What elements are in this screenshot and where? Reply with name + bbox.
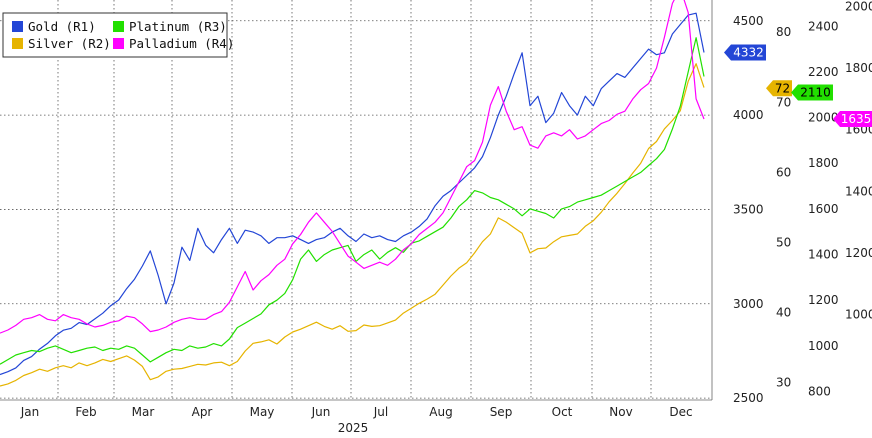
- axis-tick-label-r3: 2400: [808, 19, 839, 33]
- legend-label-gold: Gold (R1): [28, 19, 96, 34]
- axis-tick-label-r1: 4500: [733, 14, 764, 28]
- x-tick-label-dec: Dec: [669, 405, 692, 419]
- x-tick-label-oct: Oct: [552, 405, 573, 419]
- axis-tick-label-r4: 1400: [845, 184, 872, 198]
- legend-label-silver: Silver (R2): [28, 36, 111, 51]
- axis-tick-label-r1: 4000: [733, 108, 764, 122]
- last-value-text-palladium: 1635: [841, 112, 872, 126]
- axis-tick-label-r1: 3000: [733, 297, 764, 311]
- x-tick-label-jul: Jul: [373, 405, 388, 419]
- series-line-silver: [0, 63, 705, 387]
- last-value-text-platinum: 2110: [800, 85, 831, 99]
- series-lines: [0, 0, 705, 387]
- axis-tick-label-r2: 30: [776, 375, 791, 389]
- x-axis: Jan Feb Mar Apr May Jun Jul Aug Sep Oct Nov Dec: [20, 405, 693, 419]
- last-value-tags: 4332 72 2110 1635: [724, 44, 872, 127]
- series-line-platinum: [0, 37, 705, 365]
- legend-swatch-platinum: [113, 21, 124, 32]
- legend-label-palladium: Palladium (R4): [129, 36, 234, 51]
- x-tick-label-apr: Apr: [192, 405, 213, 419]
- x-tick-label-sep: Sep: [490, 405, 513, 419]
- x-axis-year-label: 2025: [338, 421, 369, 435]
- axis-tick-label-r2: 70: [776, 95, 791, 109]
- last-value-tag-gold: [724, 44, 766, 61]
- x-tick-label-may: May: [250, 405, 275, 419]
- axis-tick-label-r3: 800: [808, 385, 831, 399]
- axis-tick-label-r3: 1600: [808, 202, 839, 216]
- axis-tick-label-r3: 1000: [808, 339, 839, 353]
- axis-tick-label-r3: 2200: [808, 65, 839, 79]
- axis-tick-label-r2: 50: [776, 235, 791, 249]
- axis-tick-label-r4: 1000: [845, 308, 872, 322]
- x-tick-label-jun: Jun: [311, 405, 331, 419]
- right-axes: 2500 3000 3500 4000 4500 30 40 50 60 70 80 800 1000 1…: [733, 0, 872, 405]
- axis-tick-label-r2: 40: [776, 305, 791, 319]
- legend-swatch-silver: [12, 38, 23, 49]
- series-line-palladium: [0, 0, 705, 334]
- legend-swatch-palladium: [113, 38, 124, 49]
- x-tick-label-jan: Jan: [20, 405, 40, 419]
- axis-tick-label-r1: 2500: [733, 391, 764, 405]
- last-value-tag-palladium: [833, 110, 872, 127]
- x-tick-label-aug: Aug: [429, 405, 452, 419]
- last-value-text-silver: 72: [775, 81, 790, 95]
- legend-label-platinum: Platinum (R3): [129, 19, 227, 34]
- axis-tick-label-r3: 1200: [808, 293, 839, 307]
- gridlines: [0, 0, 713, 401]
- x-tick-label-feb: Feb: [75, 405, 96, 419]
- axis-tick-label-r1: 3500: [733, 202, 764, 216]
- axis-tick-label-r3: 1800: [808, 156, 839, 170]
- series-line-gold: [0, 12, 705, 376]
- x-tick-label-nov: Nov: [609, 405, 632, 419]
- x-tick-label-mar: Mar: [132, 405, 155, 419]
- axis-tick-label-r4: 1200: [845, 246, 872, 260]
- axis-tick-label-r3: 1400: [808, 248, 839, 262]
- axis-tick-label-r4: 1800: [845, 61, 872, 75]
- last-value-tag-platinum: [791, 84, 833, 101]
- last-value-text-gold: 4332: [733, 45, 764, 59]
- last-value-tag-silver: [766, 80, 792, 97]
- axis-tick-label-r2: 60: [776, 165, 791, 179]
- axis-tick-label-r4: 2000: [845, 0, 872, 13]
- legend-swatch-gold: [12, 21, 23, 32]
- axis-tick-label-r3: 2000: [808, 111, 839, 125]
- legend-box: [2, 12, 228, 58]
- axis-tick-label-r2: 80: [776, 25, 791, 39]
- legend: Gold (R1) Silver (R2) Platinum (R3) Palladi…: [2, 12, 234, 58]
